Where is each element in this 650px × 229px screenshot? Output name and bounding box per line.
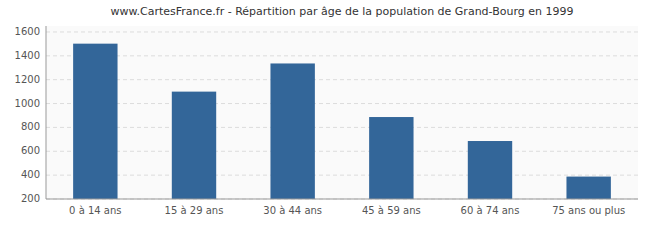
grid-line xyxy=(46,175,638,176)
x-tick-label: 75 ans ou plus xyxy=(552,205,625,216)
grid-line xyxy=(46,103,638,104)
bar xyxy=(566,177,610,199)
chart-container: 200 400 600 800 1000 1200 1400 1600 0 à 14 ans 15… xyxy=(0,0,650,229)
bar xyxy=(172,92,216,199)
bar xyxy=(270,63,314,199)
x-tick-label: 0 à 14 ans xyxy=(69,205,121,216)
y-tick-label: 1000 xyxy=(15,98,40,109)
grid-line xyxy=(46,79,638,80)
x-tick-label: 15 à 29 ans xyxy=(165,205,224,216)
y-axis-line xyxy=(46,26,47,199)
x-tick-label: 30 à 44 ans xyxy=(263,205,322,216)
y-tick-label: 600 xyxy=(21,145,40,156)
x-axis-line xyxy=(46,199,638,200)
grid-line xyxy=(46,151,638,152)
bar xyxy=(73,44,117,199)
grid-line xyxy=(46,127,638,128)
y-tick-label: 800 xyxy=(21,121,40,132)
plot-background xyxy=(46,26,638,199)
y-tick-label: 1200 xyxy=(15,74,40,85)
y-tick-label: 400 xyxy=(21,169,40,180)
x-tick-label: 45 à 59 ans xyxy=(362,205,421,216)
y-tick-label: 1600 xyxy=(15,26,40,37)
bar xyxy=(468,141,512,199)
x-tick-label: 60 à 74 ans xyxy=(461,205,520,216)
y-tick-label: 1400 xyxy=(15,50,40,61)
bar xyxy=(369,117,413,199)
chart: 200 400 600 800 1000 1200 1400 1600 0 à 14 ans 15… xyxy=(0,0,650,229)
y-tick-label: 200 xyxy=(21,193,40,204)
grid-line xyxy=(46,199,638,200)
bars xyxy=(73,44,611,199)
title: www.CartesFrance.fr - Répartition par âg… xyxy=(111,5,574,18)
grid xyxy=(46,32,638,199)
grid-line xyxy=(46,31,638,32)
grid-line xyxy=(46,55,638,56)
